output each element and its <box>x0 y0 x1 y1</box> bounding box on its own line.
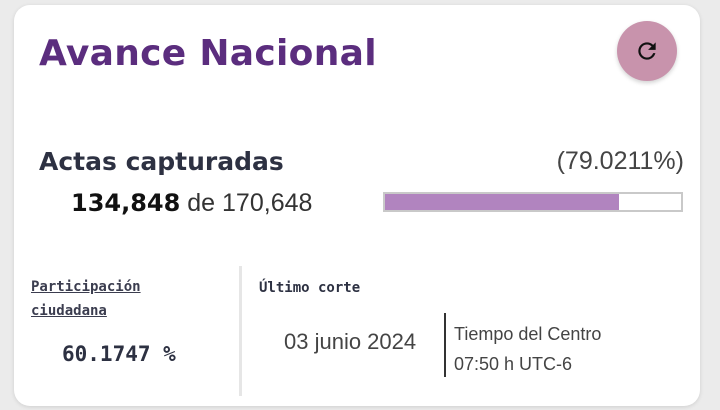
progress-bar-fill <box>385 194 619 210</box>
actas-label: Actas capturadas <box>39 147 284 176</box>
corte-label: Último corte <box>259 280 361 296</box>
section-divider <box>239 266 242 396</box>
participacion-label[interactable]: Participación ciudadana <box>31 279 141 319</box>
progress-bar <box>383 192 683 212</box>
actas-counts: 134,848 de 170,648 <box>71 189 312 218</box>
refresh-icon <box>638 42 656 60</box>
date-divider <box>444 313 446 377</box>
actas-percent: (79.0211%) <box>556 147 684 175</box>
corte-time-block: Tiempo del Centro 07:50 h UTC-6 <box>454 319 601 379</box>
actas-total: 170,648 <box>222 189 313 217</box>
actas-connector: de <box>187 189 216 217</box>
corte-time: 07:50 h UTC-6 <box>454 354 573 374</box>
actas-captured: 134,848 <box>71 189 181 217</box>
participacion-value: 60.1747 % <box>62 342 176 366</box>
timezone-name: Tiempo del Centro <box>454 324 602 344</box>
page-title: Avance Nacional <box>39 33 377 74</box>
avance-card: Avance Nacional Actas capturadas (79.021… <box>14 5 700 406</box>
refresh-button[interactable] <box>617 21 677 81</box>
corte-date: 03 junio 2024 <box>284 329 417 354</box>
